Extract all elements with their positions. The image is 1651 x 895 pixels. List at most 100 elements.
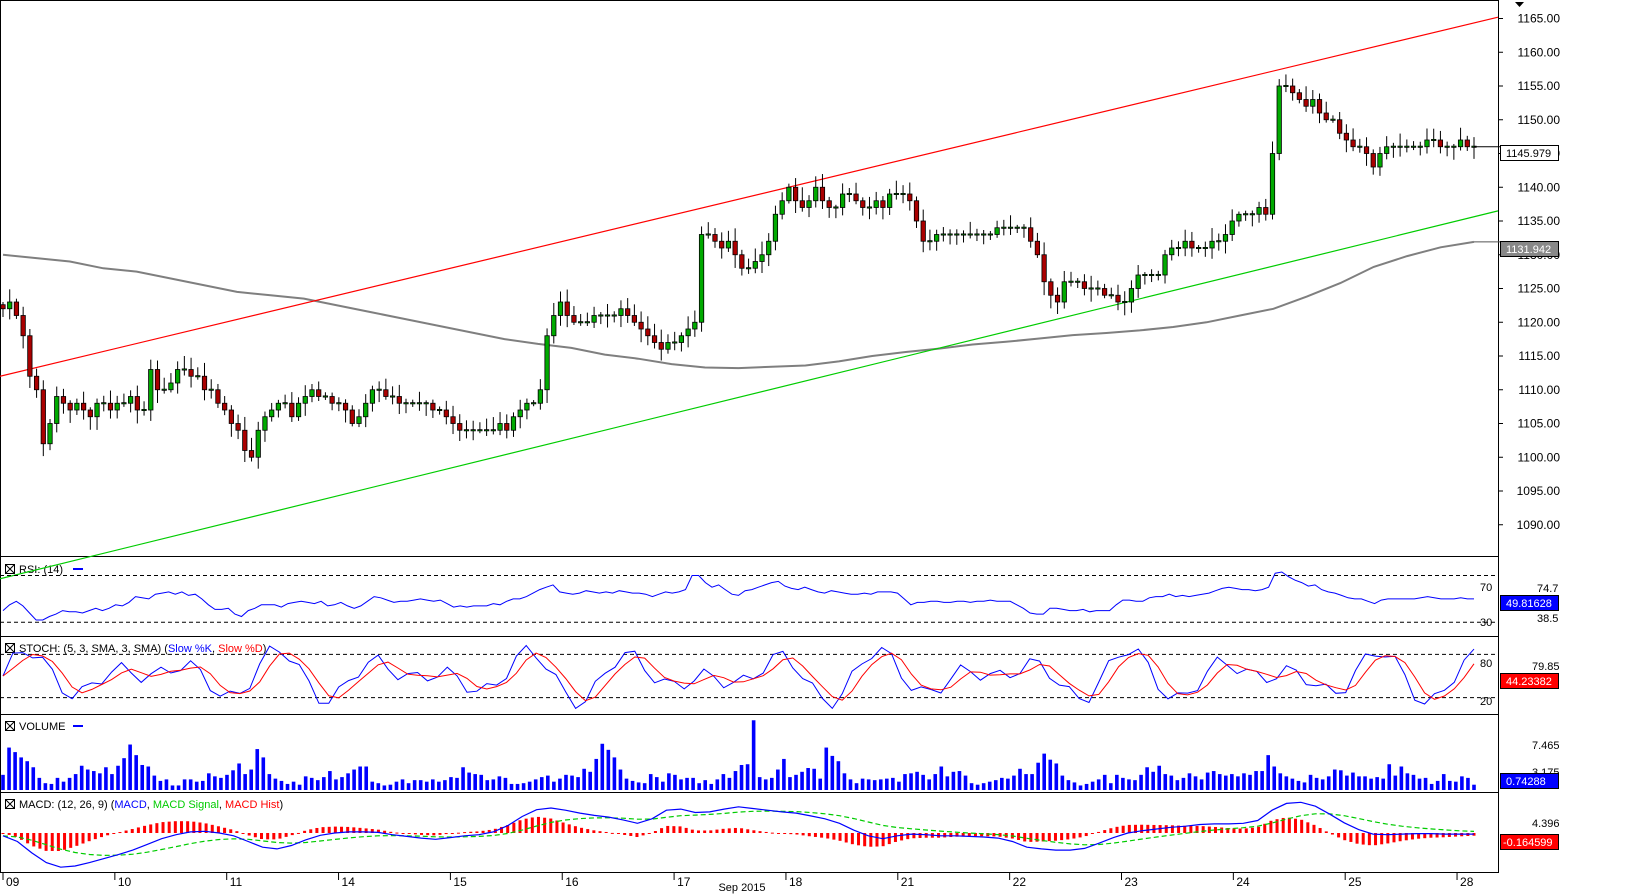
candle-body [457,423,463,431]
macd-hist-bar [106,833,110,836]
candle-body [363,402,369,418]
candle-body [960,233,967,236]
volume-bar [152,775,157,790]
volume-bar [67,777,72,790]
scroll-marker-icon[interactable] [1515,2,1524,7]
macd-hist-bar [155,823,159,833]
macd-hist-bar [721,828,725,833]
macd-hist-bar [1220,827,1224,833]
volume-bar [945,776,950,790]
rsi-right-74: 74.7 [1537,583,1558,595]
volume-bar [854,783,859,790]
macd-hist-bar [1078,833,1082,838]
candle-body [1357,145,1363,148]
macd-hist-bar [1017,833,1021,840]
candle-body [1290,85,1296,94]
macd-hist-bar [475,831,479,833]
volume-bar [727,777,732,790]
stoch-close-icon[interactable] [5,643,15,653]
candle-body [1081,281,1088,289]
x-tick-label: 22 [1013,875,1027,889]
volume-bar [739,764,744,790]
macd-panel [1,801,1476,868]
macd-hist-bar [549,818,553,833]
candle-body [1189,240,1195,249]
macd-hist-bar [770,832,774,834]
candle-body [416,402,423,405]
candle-body [1444,145,1450,148]
volume-bar [521,783,526,790]
candle-body [551,315,557,337]
candle-body [336,402,342,405]
candle-body [987,233,993,236]
volume-bar [1435,780,1440,790]
ma-current-box: 1131.942 [1500,241,1559,257]
macd-hist-bar [949,833,953,838]
macd-hist-bar [7,833,11,835]
candle-body [887,193,893,208]
volume-bar [104,767,108,790]
macd-close-icon[interactable] [5,799,15,809]
rsi-close-icon[interactable] [5,564,15,574]
candle-body [47,423,53,445]
volume-bar [322,777,326,790]
macd-hist-bar [512,822,516,833]
volume-bar [527,781,532,790]
stoch-current-box: 44.23382 [1500,673,1559,689]
macd-hist-bar [733,827,737,833]
macd-hist-bar [481,830,485,833]
candle-body [1316,99,1323,114]
volume-bar [697,783,701,790]
volume-bar [685,777,689,790]
volume-bar [315,780,320,790]
macd-hist-bar [130,829,134,833]
macd-hist-bar [727,828,731,833]
volume-bar [1121,777,1125,790]
macd-hist-bar [1410,833,1414,840]
x-tick-label: 16 [565,875,579,889]
macd-hist-bar [1294,818,1298,833]
macd-hist-bar [235,831,239,833]
macd-hist-bar [961,833,965,837]
volume-bar [1030,774,1034,790]
macd-hist-bar [924,833,928,838]
volume-bar [782,758,786,790]
volume-bar [1157,765,1162,790]
volume-bar [249,769,253,790]
macd-hist-bar [758,831,762,833]
macd-hist-bar [598,831,602,833]
macd-legend: MACD [114,799,146,811]
volume-bar [207,773,211,790]
macd-hist-bar [340,826,344,833]
candle-body [618,308,624,316]
candle-body [1216,240,1222,243]
candle-body [913,200,920,222]
candle-body [134,396,140,411]
macd-hist-bar [653,831,657,833]
volume-bar [1278,773,1283,790]
macd-signal-legend: MACD Signal [153,799,219,811]
macd-hist-bar [1023,833,1027,842]
candle-body [557,301,564,316]
volume-current-box: 0.74288 [1500,773,1559,789]
candle-body [826,200,832,208]
candle-body [309,389,315,397]
volume-bar [1472,784,1476,790]
volume-bar [455,777,459,790]
price-current-box: 1145.979 [1500,145,1559,161]
macd-hist-bar [284,833,288,837]
volume-bar [1006,778,1010,790]
volume-bar [969,783,974,790]
macd-hist-bar [149,824,153,833]
candle-body [128,396,134,404]
stoch-k-line [2,644,1475,710]
macd-hist-bar [604,831,608,833]
candle-body [1001,226,1007,229]
volume-bar [1036,762,1040,790]
volume-bar [957,771,962,790]
volume-close-icon[interactable] [5,721,15,731]
macd-hist-bar [1183,825,1187,833]
macd-hist-bar [1349,833,1353,842]
candle-body [1343,132,1349,141]
volume-bar [412,780,417,790]
